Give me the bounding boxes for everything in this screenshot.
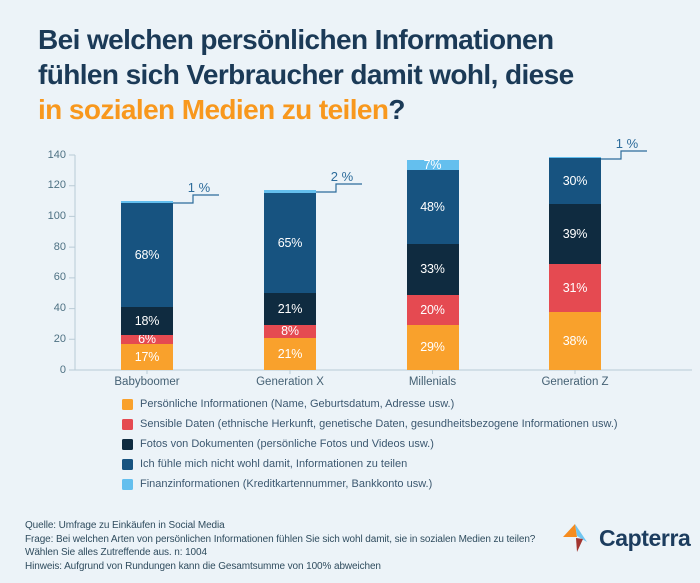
logo-dark-red-tail [576,538,583,552]
stacked-bar-generation-z: 38% 31% 39% 30% [549,156,601,370]
capterra-arrow-icon [563,524,587,552]
legend-label: Finanzinformationen (Kreditkartennummer,… [140,478,433,490]
footer-line: Frage: Bei welchen Arten von persönliche… [25,533,536,545]
segment-value-label: 21% [277,302,303,317]
segment-value-label: 39% [562,226,588,241]
legend-item: Persönliche Informationen (Name, Geburts… [122,394,618,414]
bar-segment: 21% [264,293,316,326]
legend-item: Ich fühle mich nicht wohl damit, Informa… [122,454,618,474]
footer-line: Hinweis: Aufgrund von Rundungen kann die… [25,560,381,572]
bar-segment: 18% [121,307,173,335]
callout-annotation: 1 % [173,180,219,204]
footer-line: Wählen Sie alles Zutreffende aus. n: 100… [25,547,207,558]
bar-segment: 8% [264,324,316,339]
x-axis-category-label: Millenials [408,376,457,388]
bar-segment: 7% [406,157,459,172]
bar-segment: 20% [406,294,459,326]
chart-legend: Persönliche Informationen (Name, Geburts… [122,394,618,494]
bar-segment: 68% [121,202,173,308]
y-axis-tick-label: 140 [47,148,66,161]
x-axis-category-label: Babyboomer [114,376,180,388]
bar-segment [121,201,173,203]
segment-value-label: 7% [423,157,442,172]
legend-item: Sensible Daten (ethnische Herkunft, gene… [122,414,618,434]
y-axis-tick-label: 20 [53,332,66,345]
brand-logo: Capterra [563,524,691,553]
bar-segment: 39% [549,204,601,265]
legend-label: Sensible Daten (ethnische Herkunft, gene… [140,418,618,430]
callout-leader-line [316,183,362,193]
title-line-3: in sozialen Medien zu teilen? [38,92,678,127]
legend-item: Fotos von Dokumenten (persönliche Fotos … [122,434,618,454]
bar-segment: 48% [406,170,459,245]
segment-value-label: 31% [562,280,588,295]
x-axis-category-label: Generation Z [541,376,609,388]
axis-lines [69,154,692,374]
logo-orange-wing [563,524,577,537]
callout-value-label: 1 % [188,180,211,195]
bar-segment: 65% [264,193,316,294]
callout-annotation: 2 % [316,169,362,193]
stacked-bar-generation-x: 21% 8% 21% 65% [264,190,316,370]
y-axis-tick-label: 80 [53,240,66,253]
title-highlight: in sozialen Medien zu teilen [38,94,389,125]
segment-value-label: 8% [281,324,299,339]
segment-value-label: 65% [277,236,303,251]
bar-segment: 30% [549,158,601,205]
y-axis-tick-label: 60 [53,271,66,284]
legend-label: Fotos von Dokumenten (persönliche Fotos … [140,438,434,450]
stacked-bar-babyboomer: 17% 6% 18% 68% [121,201,173,370]
segment-value-label: 17% [134,349,160,364]
segment-value-label: 6% [138,332,156,347]
segment-value-label: 48% [420,199,445,214]
segment-value-label: 18% [134,313,160,328]
callout-leader-line [601,149,647,160]
bar-segment: 6% [121,332,173,347]
legend-swatch-icon [122,438,133,450]
callout-leader-line [173,194,219,204]
plot-area: 0 20 40 60 80 100 120 140 17% 6% 18% 68% Babyboomer 2… [0,136,700,393]
bar-segment: 31% [549,264,601,312]
segment-value-label: 29% [420,340,445,355]
callout-annotation: 1 % [601,136,647,160]
y-axis-tick-label: 0 [59,363,66,376]
bar-segment [549,156,601,159]
legend-swatch-icon [122,398,133,410]
legend-swatch-icon [122,458,133,470]
axes [69,154,692,374]
bar-segment: 21% [264,337,316,370]
y-axis-tick-label: 100 [47,209,66,222]
title-line-1: Bei welchen persönlichen Informationen [38,24,554,55]
footer-line: Quelle: Umfrage zu Einkäufen in Social M… [25,520,225,531]
legend-label: Persönliche Informationen (Name, Geburts… [140,398,455,410]
bar-segment: 29% [406,325,459,370]
y-axis-tick-label: 120 [47,179,66,192]
legend-item: Finanzinformationen (Kreditkartennummer,… [122,474,618,494]
footer-notes: Quelle: Umfrage zu Einkäufen in Social M… [25,519,565,573]
legend-swatch-icon [122,478,133,490]
brand-wordmark: Capterra [599,525,691,551]
segment-value-label: 38% [562,333,588,348]
title-question-mark: ? [388,94,405,125]
segment-value-label: 68% [134,247,160,262]
legend-swatch-icon [122,418,133,430]
x-axis-category-label: Generation X [256,376,324,388]
segment-value-label: 20% [420,302,445,317]
bar-segment: 33% [406,244,459,295]
bar-segment: 17% [121,343,173,370]
bar-segment: 38% [549,311,601,370]
logo-light-blue-wing [575,524,587,542]
callout-value-label: 2 % [331,169,354,184]
callout-value-label: 1 % [616,136,639,151]
segment-value-label: 21% [277,346,303,361]
bar-segment [264,190,316,194]
segment-value-label: 33% [420,262,445,277]
y-axis-tick-label: 40 [53,302,66,315]
segment-value-label: 30% [562,173,588,188]
legend-label: Ich fühle mich nicht wohl damit, Informa… [140,458,408,470]
stacked-bar-millenials: 29% 20% 33% 48% 7% [406,157,459,370]
chart-title: Bei welchen persönlichen Informationen f… [38,22,678,127]
title-line-2: fühlen sich Verbraucher damit wohl, dies… [38,59,574,90]
